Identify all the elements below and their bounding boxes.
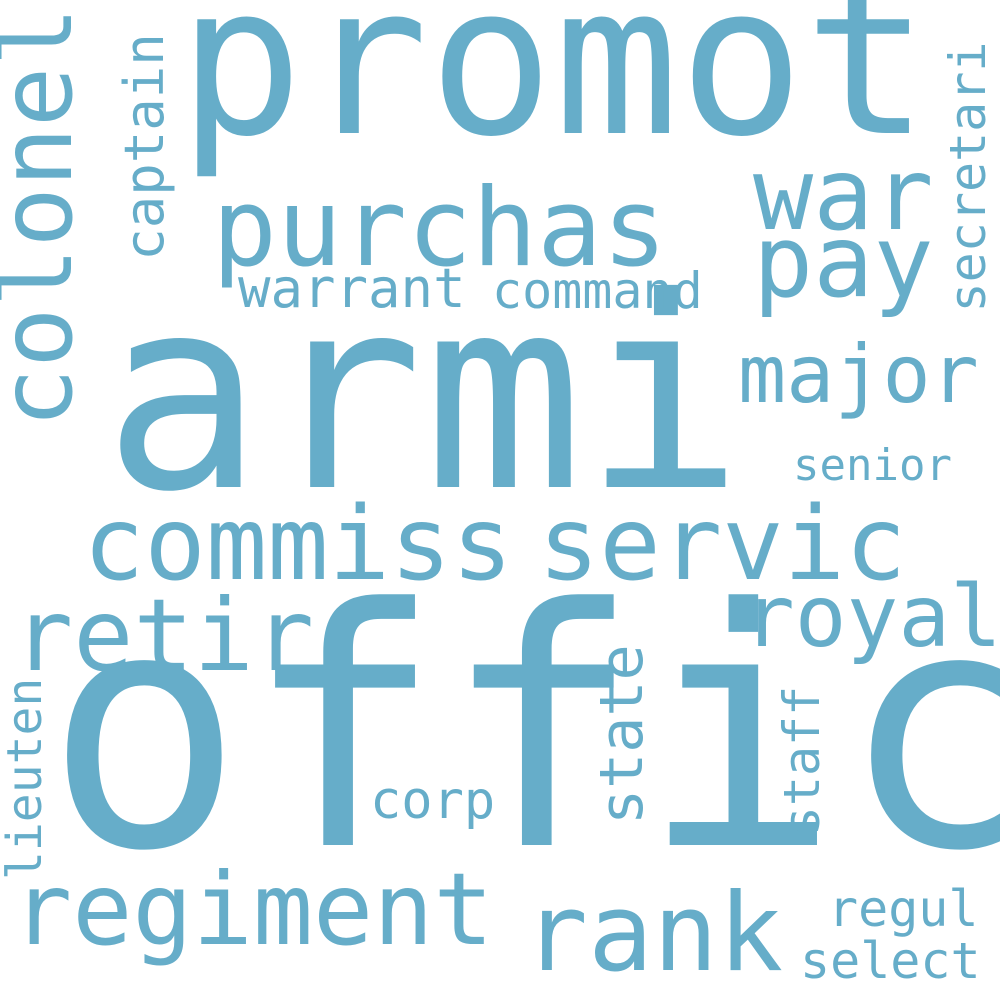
word-promot: promot (178, 0, 930, 183)
word-captain: captain (113, 33, 176, 261)
word-major: major (738, 328, 979, 421)
word-regul: regul (828, 880, 979, 938)
word-commiss: commiss (83, 485, 513, 604)
word-colonel: colonel (0, 6, 95, 428)
word-armi: armi (103, 240, 744, 550)
word-command: command (492, 262, 703, 320)
word-rank: rank (523, 871, 784, 996)
word-royal: royal (743, 567, 1000, 667)
word-state: state (587, 644, 657, 825)
word-select: select (800, 932, 981, 990)
word-servic: servic (538, 485, 907, 604)
word-warrant: warrant (238, 257, 466, 320)
word-purchas: purchas (212, 166, 668, 291)
word-senior: senior (793, 440, 952, 491)
word-lieuten: lieuten (0, 677, 53, 880)
word-retir: retir (13, 577, 315, 694)
word-war: war (753, 136, 934, 253)
word-offic: offic (45, 539, 1000, 923)
word-regiment: regiment (12, 851, 494, 968)
word-secretari: secretari (939, 41, 997, 313)
word-corp: corp (370, 771, 496, 831)
word-pay: pay (753, 203, 934, 320)
word-staff: staff (773, 685, 831, 837)
